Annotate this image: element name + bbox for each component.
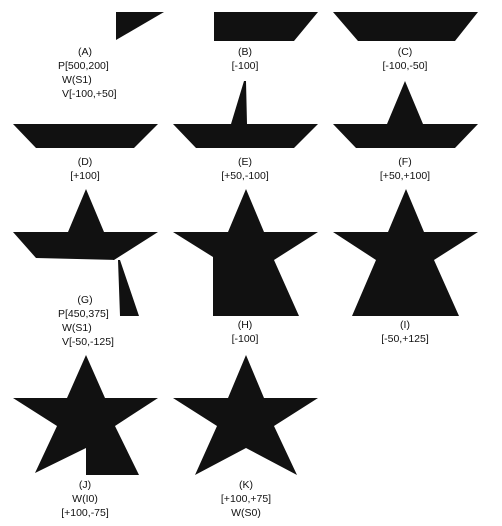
panel-a-caption-4: V[-100,+50] — [62, 88, 117, 100]
panel-g-shape — [13, 189, 158, 316]
panel-e: (E) [+50,-100] — [173, 81, 318, 182]
panel-a-caption-3: W(S1) — [62, 74, 92, 86]
panel-b-caption-1: (B) — [238, 46, 252, 58]
panel-i-caption-1: (I) — [400, 319, 410, 331]
panel-i-shape — [333, 189, 478, 316]
panel-i: (I) [-50,+125] — [333, 189, 478, 345]
panel-g-caption-1: (G) — [77, 294, 92, 306]
panel-d-caption-2: [+100] — [70, 170, 100, 182]
panel-k-caption-2: [+100,+75] — [221, 493, 271, 505]
panel-f: (F) [+50,+100] — [333, 81, 478, 182]
panel-a-caption-1: (A) — [78, 46, 92, 58]
panel-h-caption-1: (H) — [238, 319, 253, 331]
panel-e-caption-2: [+50,-100] — [221, 170, 269, 182]
panel-f-caption-1: (F) — [398, 156, 411, 168]
panel-j-shape — [13, 355, 158, 475]
panel-h: (H) [-100] — [173, 189, 318, 345]
panel-k-shape — [173, 355, 318, 475]
panel-a-caption-2: P[500,200] — [58, 60, 109, 72]
panel-g: (G) P[450,375] W(S1) V[-50,-125] — [13, 189, 158, 348]
panel-a: (A) P[500,200] W(S1) V[-100,+50] — [58, 12, 164, 100]
panel-h-caption-2: [-100] — [232, 333, 259, 345]
panel-j-caption-1: (J) — [79, 479, 91, 491]
panel-i-caption-2: [-50,+125] — [381, 333, 429, 345]
panel-b: (B) [-100] — [214, 12, 318, 72]
panel-e-caption-1: (E) — [238, 156, 252, 168]
panel-b-shape — [214, 12, 318, 41]
panel-g-caption-2: P[450,375] — [58, 308, 109, 320]
panel-b-caption-2: [-100] — [232, 60, 259, 72]
panel-f-shape — [333, 81, 478, 148]
panel-d-shape — [13, 124, 158, 148]
panel-g-caption-3: W(S1) — [62, 322, 92, 334]
panel-a-shape — [116, 12, 164, 40]
panel-j: (J) W(I0) [+100,-75] — [13, 355, 158, 519]
panel-c-shape — [333, 12, 478, 41]
panel-f-caption-2: [+50,+100] — [380, 170, 430, 182]
panel-k-caption-3: W(S0) — [231, 507, 261, 519]
panel-h-shape — [173, 189, 318, 316]
panel-g-caption-4: V[-50,-125] — [62, 336, 114, 348]
panel-k-caption-1: (K) — [239, 479, 253, 491]
panel-k: (K) [+100,+75] W(S0) — [173, 355, 318, 519]
panel-d-caption-1: (D) — [78, 156, 93, 168]
panel-c-caption-1: (C) — [398, 46, 413, 58]
panel-c-caption-2: [-100,-50] — [383, 60, 428, 72]
panel-d: (D) [+100] — [13, 124, 158, 182]
panel-c: (C) [-100,-50] — [333, 12, 478, 72]
panel-j-caption-3: [+100,-75] — [61, 507, 109, 519]
panel-e-shape — [173, 81, 318, 148]
panel-j-caption-2: W(I0) — [72, 493, 98, 505]
